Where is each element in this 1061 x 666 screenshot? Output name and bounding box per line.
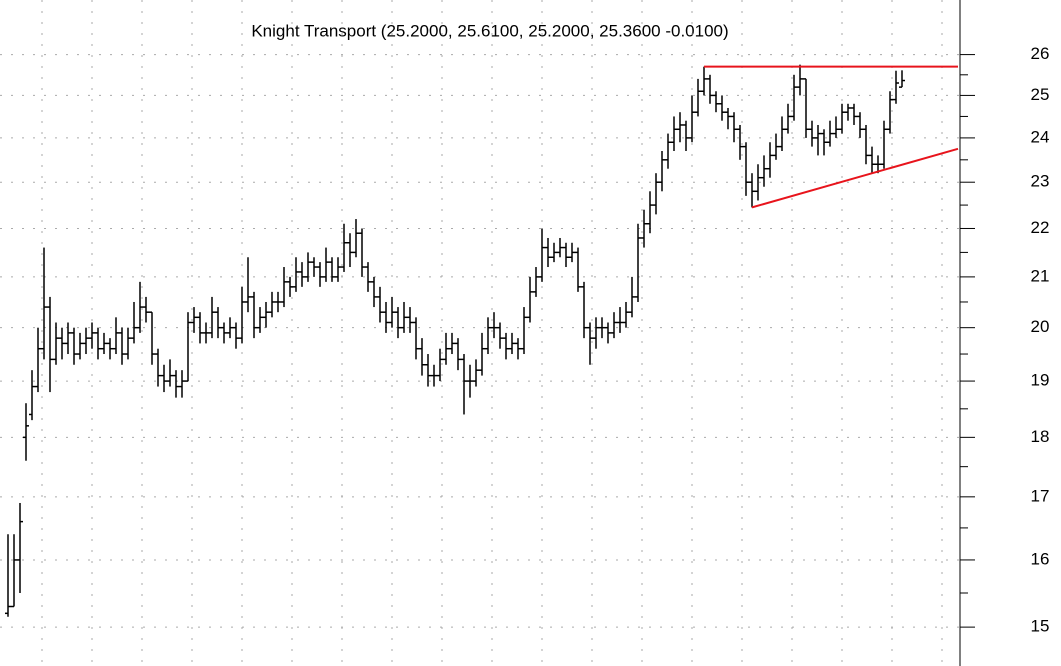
y-tick-label: 22 <box>1031 218 1050 237</box>
y-tick-label: 21 <box>1031 266 1050 285</box>
y-tick-label: 26 <box>1031 44 1050 63</box>
trendline <box>751 147 959 209</box>
y-tick-label: 18 <box>1031 427 1050 446</box>
y-tick-label: 16 <box>1031 549 1050 568</box>
y-tick-label: 17 <box>1031 486 1050 505</box>
y-tick-label: 15 <box>1031 617 1050 636</box>
y-tick-label: 19 <box>1031 371 1050 390</box>
y-tick-label: 23 <box>1031 172 1050 191</box>
y-tick-label: 24 <box>1031 127 1050 146</box>
chart-subtitle: Knight Transport (25.2000, 25.6100, 25.2… <box>251 21 728 40</box>
y-tick-label: 25 <box>1031 85 1050 104</box>
y-tick-label: 20 <box>1031 317 1050 336</box>
